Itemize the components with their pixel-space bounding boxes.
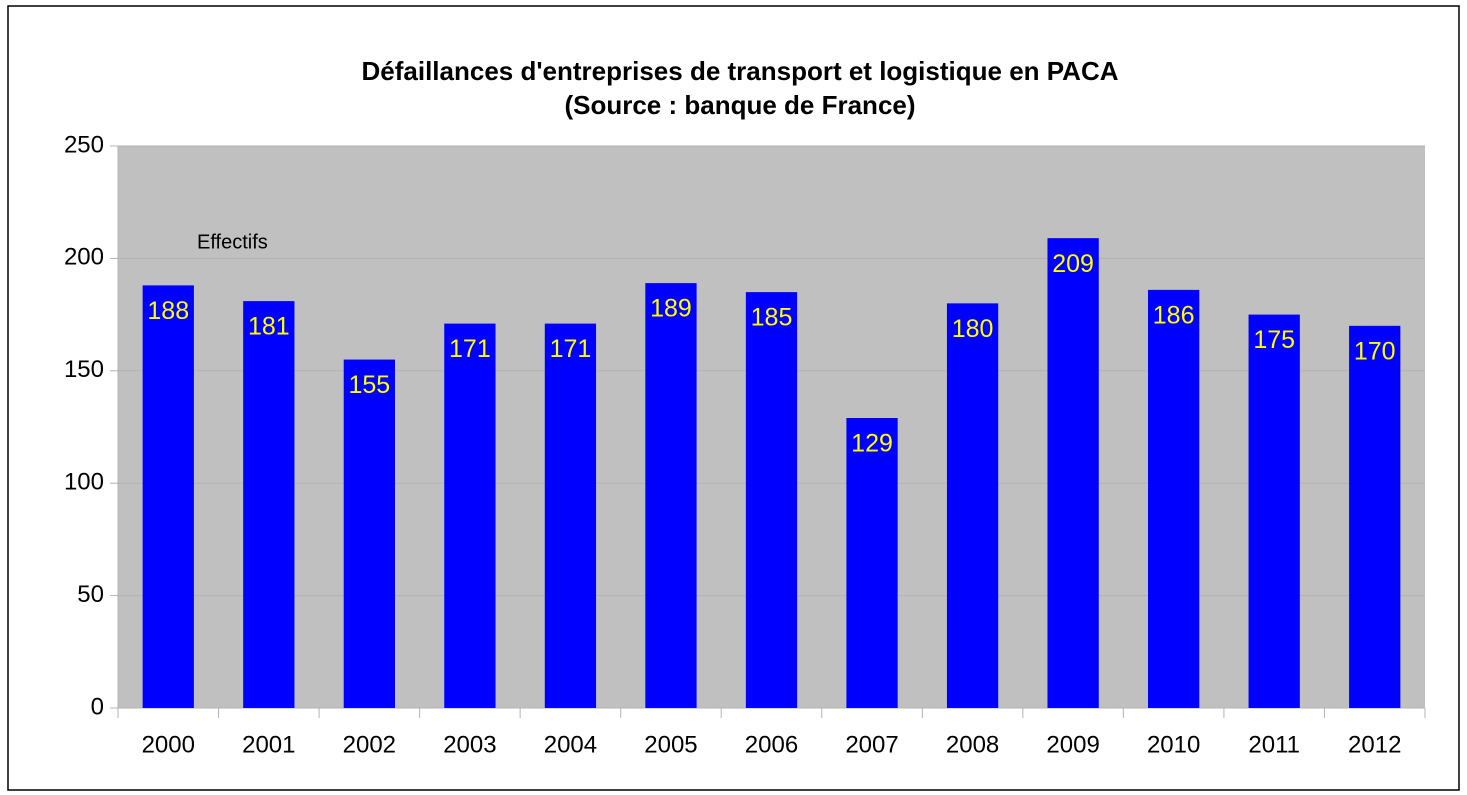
data-label: 170	[1354, 337, 1396, 365]
data-label: 209	[1052, 250, 1094, 278]
y-tick-label: 50	[77, 581, 104, 608]
y-tick-label: 100	[64, 469, 104, 496]
y-tick-label: 250	[64, 131, 104, 158]
data-label: 155	[348, 371, 390, 399]
x-tick-label: 2011	[1248, 731, 1300, 758]
data-label: 129	[851, 430, 893, 458]
x-tick-label: 2004	[544, 731, 597, 758]
x-tick-label: 2006	[745, 731, 798, 758]
y-tick-label: 150	[64, 356, 104, 383]
x-tick-label: 2009	[1046, 731, 1099, 758]
annotation: Effectifs	[197, 231, 268, 253]
bar	[1349, 325, 1401, 708]
x-tick-label: 2007	[845, 731, 898, 758]
bar	[544, 323, 597, 708]
x-tick-label: 2012	[1348, 731, 1401, 758]
bar	[343, 359, 395, 708]
data-label: 175	[1253, 326, 1295, 354]
x-tick-label: 2001	[242, 731, 295, 758]
bar	[1148, 289, 1200, 708]
bar	[846, 418, 898, 708]
bar	[645, 283, 697, 708]
data-label: 189	[650, 295, 692, 323]
data-label: 180	[952, 315, 994, 343]
y-tick-label: 200	[64, 244, 104, 271]
data-label: 188	[147, 297, 189, 325]
y-tick-label: 0	[91, 693, 104, 720]
bar	[946, 303, 999, 708]
bar	[745, 292, 798, 708]
data-label: 171	[449, 335, 491, 363]
x-tick-label: 2005	[644, 731, 697, 758]
bar	[243, 301, 295, 708]
data-label: 185	[751, 304, 793, 332]
bar	[142, 285, 194, 708]
x-tick-label: 2003	[443, 731, 496, 758]
bar	[1047, 238, 1099, 708]
x-tick-label: 2002	[343, 731, 396, 758]
data-label: 186	[1153, 301, 1195, 329]
x-tick-label: 2010	[1147, 731, 1200, 758]
data-label: 181	[248, 313, 290, 341]
bar	[1248, 314, 1300, 708]
x-tick-label: 2000	[142, 731, 195, 758]
chart-subtitle: (Source : banque de France)	[564, 90, 915, 120]
x-tick-label: 2008	[946, 731, 999, 758]
data-label: 171	[550, 335, 592, 363]
bar	[444, 323, 496, 708]
chart-title: Défaillances d'entreprises de transport …	[362, 56, 1119, 86]
